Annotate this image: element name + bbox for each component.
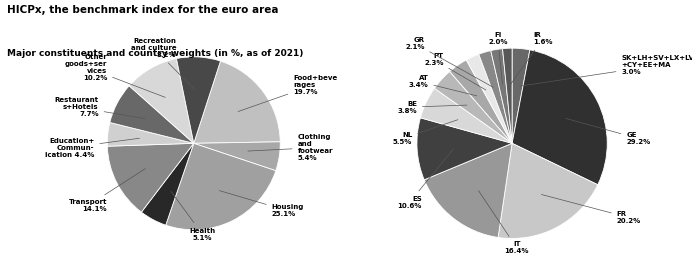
Text: Education+
Commun-
ication 4.4%: Education+ Commun- ication 4.4% (45, 138, 139, 158)
Wedge shape (176, 57, 221, 143)
Wedge shape (166, 143, 276, 230)
Text: Health
5.1%: Health 5.1% (171, 191, 215, 241)
Wedge shape (107, 143, 194, 212)
Wedge shape (435, 72, 512, 143)
Wedge shape (512, 48, 530, 143)
Wedge shape (141, 143, 194, 225)
Text: SK+LH+SV+LX+LV
+CY+EE+MA
3.0%: SK+LH+SV+LX+LV +CY+EE+MA 3.0% (520, 55, 692, 86)
Wedge shape (107, 123, 194, 146)
Text: ES
10.6%: ES 10.6% (397, 149, 453, 209)
Text: Transport
14.1%: Transport 14.1% (69, 169, 145, 212)
Text: GR
2.1%: GR 2.1% (405, 37, 493, 87)
Text: FI
2.0%: FI 2.0% (488, 32, 507, 84)
Wedge shape (421, 88, 512, 143)
Text: Recreation
and culture
8.2%: Recreation and culture 8.2% (131, 38, 194, 90)
Text: IR
1.6%: IR 1.6% (511, 32, 552, 84)
Wedge shape (479, 51, 512, 143)
Text: FR
20.2%: FR 20.2% (541, 194, 641, 224)
Text: Major constituents and country weights (in %, as of 2021): Major constituents and country weights (… (7, 49, 303, 58)
Text: HICPx, the benchmark index for the euro area: HICPx, the benchmark index for the euro … (7, 5, 278, 16)
Wedge shape (512, 50, 608, 185)
Wedge shape (491, 49, 512, 143)
Text: IT
16.4%: IT 16.4% (479, 191, 529, 254)
Wedge shape (450, 60, 512, 143)
Wedge shape (502, 48, 512, 143)
Wedge shape (110, 86, 194, 143)
Wedge shape (424, 143, 512, 238)
Wedge shape (417, 118, 512, 180)
Text: Other
goods+ser
vices
10.2%: Other goods+ser vices 10.2% (65, 54, 165, 97)
Wedge shape (466, 54, 512, 143)
Text: BE
3.8%: BE 3.8% (397, 101, 467, 114)
Text: GE
29.2%: GE 29.2% (566, 118, 650, 145)
Text: NL
5.5%: NL 5.5% (393, 120, 458, 145)
Text: Restaurant
s+Hotels
7.7%: Restaurant s+Hotels 7.7% (55, 97, 145, 119)
Text: Housing
25.1%: Housing 25.1% (219, 191, 304, 217)
Wedge shape (129, 59, 194, 143)
Wedge shape (194, 142, 280, 171)
Wedge shape (498, 143, 598, 239)
Text: Food+beve
rages
19.7%: Food+beve rages 19.7% (238, 75, 338, 112)
Text: AT
3.4%: AT 3.4% (408, 75, 477, 96)
Wedge shape (194, 61, 280, 143)
Text: Clothing
and
footwear
5.4%: Clothing and footwear 5.4% (248, 134, 333, 161)
Text: PT
2.3%: PT 2.3% (424, 53, 486, 90)
